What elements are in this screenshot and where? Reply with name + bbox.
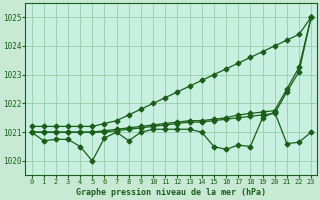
X-axis label: Graphe pression niveau de la mer (hPa): Graphe pression niveau de la mer (hPa) xyxy=(76,188,266,197)
